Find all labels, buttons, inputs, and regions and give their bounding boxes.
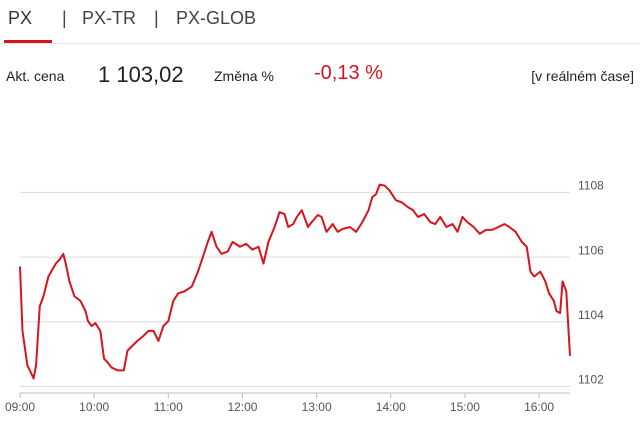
realtime-note: [v reálném čase] [531,68,634,84]
tab[interactable]: PX-GLOB [176,8,257,28]
x-tick-label: 09:00 [5,400,35,414]
x-tick-label: 13:00 [302,400,332,414]
y-tick-label: 1108 [578,179,604,193]
x-tick-label: 12:00 [227,400,257,414]
x-tick-label: 14:00 [376,400,406,414]
separator: | [62,8,67,28]
tab[interactable]: PX [8,8,33,28]
separator: | [154,8,159,28]
price-line [19,183,571,380]
y-tick-label: 1106 [578,243,604,257]
y-tick-label: 1102 [578,373,604,387]
x-tick-label: 16:00 [524,400,554,414]
divider [0,43,640,44]
price-label: Akt. cena [6,68,65,84]
change: -0,13 % [314,62,383,84]
y-tick-label: 1104 [578,308,604,322]
change-label: Změna % [214,68,274,84]
x-tick-label: 11:00 [154,400,183,414]
tab-underline [4,40,52,43]
x-tick-label: 15:00 [450,400,480,414]
tab[interactable]: PX-TR [82,8,136,28]
price: 1 103,02 [98,62,184,87]
x-tick-label: 10:00 [79,400,109,414]
